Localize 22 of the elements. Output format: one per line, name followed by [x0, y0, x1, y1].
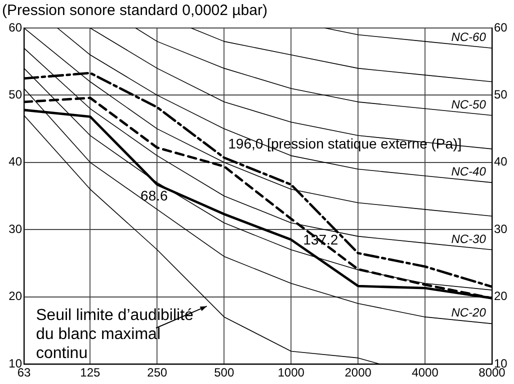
y-tick-label: 30	[8, 222, 22, 236]
y2-tick-label: 20	[494, 289, 508, 304]
y-tick-label: 40	[8, 154, 22, 169]
x-tick-label: 125	[80, 366, 101, 380]
y2-tick-label: 40	[494, 154, 508, 169]
y2-tick-label: 30	[494, 222, 508, 236]
y-tick-label: 50	[8, 88, 22, 102]
y2-tick-label: 50	[494, 88, 508, 102]
x-tick-label: 2000	[344, 366, 372, 380]
series-label: NC-40	[451, 164, 486, 179]
series-label: NC-30	[451, 232, 486, 246]
x-tick-label: 4000	[412, 366, 439, 380]
y-tick-label: 60	[8, 20, 22, 34]
x-tick-label: 500	[214, 366, 234, 380]
series-label: NC-20	[451, 306, 486, 320]
x-tick-label: 250	[147, 366, 168, 380]
series-label: NC-60	[451, 30, 486, 44]
series-label: NC-50	[451, 97, 486, 112]
chart-title: (Pression sonore standard 0,0002 µbar)	[2, 2, 268, 20]
x-tick-label: 1000	[278, 366, 305, 380]
y2-tick-label: 60	[494, 20, 508, 34]
y-tick-label: 20	[8, 289, 22, 304]
